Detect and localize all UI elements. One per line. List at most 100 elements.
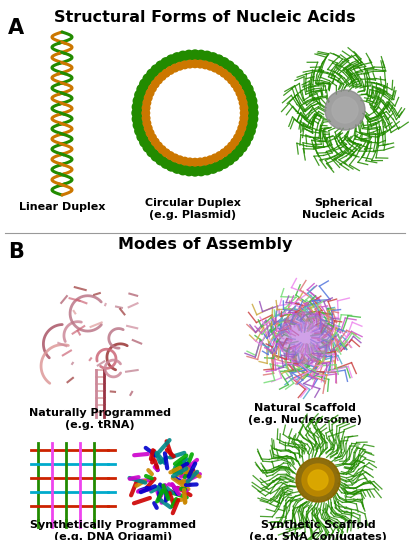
Circle shape — [247, 114, 257, 124]
Circle shape — [175, 63, 183, 70]
Circle shape — [211, 64, 218, 72]
Circle shape — [243, 84, 252, 94]
Circle shape — [161, 158, 171, 168]
Text: Natural Scaffold
(e.g. Nucleosome): Natural Scaffold (e.g. Nucleosome) — [247, 403, 361, 424]
Circle shape — [151, 65, 161, 75]
Circle shape — [233, 69, 243, 79]
Circle shape — [151, 151, 161, 161]
Text: Structural Forms of Nucleic Acids: Structural Forms of Nucleic Acids — [54, 10, 355, 25]
Circle shape — [295, 458, 339, 502]
Text: Spherical
Nucleic Acids: Spherical Nucleic Acids — [301, 198, 384, 220]
Circle shape — [224, 73, 231, 80]
Circle shape — [158, 146, 166, 153]
Circle shape — [307, 470, 327, 490]
Circle shape — [201, 61, 209, 69]
Circle shape — [180, 61, 188, 69]
Circle shape — [207, 53, 218, 63]
Text: Linear Duplex: Linear Duplex — [19, 202, 105, 212]
Circle shape — [301, 464, 333, 496]
Circle shape — [186, 158, 193, 166]
Circle shape — [180, 157, 188, 165]
Circle shape — [213, 55, 223, 65]
Circle shape — [143, 99, 151, 106]
Circle shape — [172, 53, 182, 63]
Circle shape — [247, 108, 257, 118]
Circle shape — [230, 80, 238, 88]
Circle shape — [246, 120, 256, 130]
Circle shape — [137, 132, 147, 141]
Circle shape — [331, 97, 357, 123]
Circle shape — [233, 134, 241, 141]
Text: Circular Duplex
(e.g. Plasmid): Circular Duplex (e.g. Plasmid) — [145, 198, 240, 220]
Circle shape — [139, 79, 149, 89]
Circle shape — [224, 146, 231, 153]
Circle shape — [196, 166, 206, 176]
Circle shape — [166, 152, 174, 159]
Circle shape — [171, 154, 178, 162]
Circle shape — [211, 154, 218, 162]
Circle shape — [161, 58, 171, 68]
Circle shape — [146, 129, 153, 137]
Circle shape — [240, 79, 249, 89]
Circle shape — [146, 69, 157, 79]
Circle shape — [240, 137, 249, 147]
Circle shape — [191, 60, 198, 68]
Circle shape — [139, 137, 149, 147]
Circle shape — [189, 50, 200, 60]
Circle shape — [186, 60, 193, 68]
Circle shape — [148, 85, 156, 92]
Circle shape — [220, 149, 227, 157]
Circle shape — [215, 152, 223, 159]
Circle shape — [132, 114, 142, 124]
Circle shape — [166, 66, 174, 74]
Text: Synthetically Programmed
(e.g. DNA Origami): Synthetically Programmed (e.g. DNA Origa… — [30, 520, 196, 540]
Circle shape — [218, 158, 229, 168]
Circle shape — [240, 104, 247, 112]
Circle shape — [227, 142, 235, 150]
Circle shape — [133, 120, 143, 130]
Circle shape — [172, 163, 182, 173]
Circle shape — [144, 94, 152, 102]
Circle shape — [206, 63, 213, 70]
Circle shape — [191, 158, 198, 166]
Circle shape — [132, 108, 142, 118]
Text: Modes of Assembly: Modes of Assembly — [117, 237, 292, 252]
Text: B: B — [8, 242, 24, 262]
Circle shape — [148, 134, 156, 141]
Circle shape — [220, 70, 227, 77]
Circle shape — [233, 85, 241, 92]
Circle shape — [233, 147, 243, 157]
Circle shape — [224, 61, 234, 71]
Text: Naturally Programmed
(e.g. tRNA): Naturally Programmed (e.g. tRNA) — [29, 408, 171, 430]
Circle shape — [144, 124, 152, 132]
Circle shape — [247, 102, 257, 112]
Circle shape — [143, 74, 153, 84]
Circle shape — [202, 51, 211, 61]
Circle shape — [207, 163, 218, 173]
Circle shape — [227, 76, 235, 84]
Circle shape — [135, 90, 144, 100]
Circle shape — [196, 158, 203, 166]
Circle shape — [237, 94, 245, 102]
Circle shape — [213, 161, 223, 171]
Circle shape — [189, 166, 200, 176]
Circle shape — [240, 109, 247, 117]
Circle shape — [135, 126, 144, 136]
Circle shape — [158, 73, 166, 80]
Circle shape — [201, 157, 209, 165]
Circle shape — [151, 138, 159, 146]
Circle shape — [166, 161, 176, 171]
Circle shape — [245, 90, 254, 100]
Circle shape — [230, 138, 238, 146]
Circle shape — [142, 109, 149, 117]
Circle shape — [215, 66, 223, 74]
Circle shape — [240, 114, 247, 122]
Circle shape — [143, 119, 151, 127]
Circle shape — [155, 61, 166, 71]
Circle shape — [146, 147, 157, 157]
Circle shape — [239, 99, 246, 106]
Circle shape — [137, 84, 147, 94]
Circle shape — [171, 64, 178, 72]
Circle shape — [228, 151, 238, 161]
Circle shape — [228, 65, 238, 75]
